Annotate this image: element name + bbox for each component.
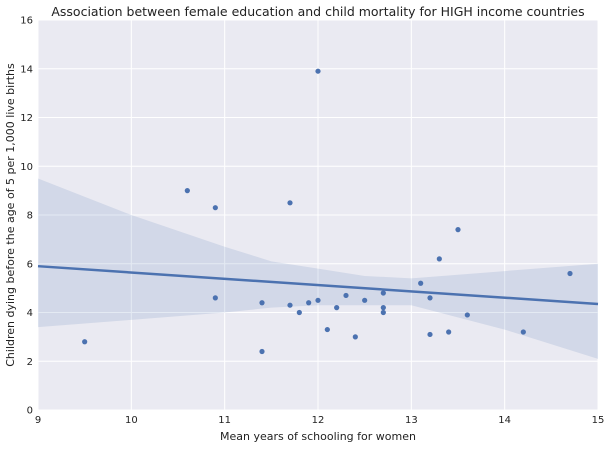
data-points xyxy=(82,68,573,355)
x-tick-label: 10 xyxy=(125,415,138,426)
data-point xyxy=(362,297,368,303)
data-point xyxy=(567,270,573,277)
regression-line-layer xyxy=(37,264,599,306)
data-point xyxy=(259,300,265,306)
x-tick-label: 12 xyxy=(312,415,325,426)
confidence-band xyxy=(38,178,598,359)
y-tick-label: 2 xyxy=(27,357,33,368)
y-axis-ticks: 0 2 4 6 8 10 12 14 16 xyxy=(20,16,33,417)
y-axis-label: Children dying before the age of 5 per 1… xyxy=(4,63,17,367)
x-tick-label: 13 xyxy=(405,415,418,426)
data-point xyxy=(464,312,470,318)
data-point xyxy=(520,329,526,335)
y-tick-label: 8 xyxy=(27,211,33,222)
data-point xyxy=(380,305,386,311)
data-point xyxy=(380,290,386,296)
data-point xyxy=(324,326,330,333)
data-point xyxy=(436,256,442,262)
data-point xyxy=(334,305,340,311)
data-point xyxy=(427,295,433,301)
data-point xyxy=(343,292,349,299)
y-tick-label: 16 xyxy=(20,16,33,27)
x-tick-label: 14 xyxy=(498,415,511,426)
data-point xyxy=(296,309,302,316)
data-point xyxy=(259,348,265,355)
regression-line xyxy=(37,264,599,306)
x-axis-label: Mean years of schooling for women xyxy=(220,430,416,443)
data-point xyxy=(212,295,218,301)
y-tick-label: 10 xyxy=(20,162,33,173)
x-axis-ticks: 9 10 11 12 13 14 15 xyxy=(35,415,605,426)
confidence-band-layer xyxy=(38,178,598,359)
data-point xyxy=(212,205,218,211)
y-tick-label: 12 xyxy=(20,113,33,124)
data-point xyxy=(287,200,293,206)
y-tick-label: 4 xyxy=(27,308,33,319)
data-point xyxy=(352,334,358,340)
data-point xyxy=(418,280,424,286)
data-point xyxy=(184,188,190,194)
y-tick-label: 14 xyxy=(20,64,33,75)
data-point xyxy=(315,68,321,74)
data-point xyxy=(380,309,386,316)
x-tick-label: 15 xyxy=(592,415,605,426)
y-tick-label: 6 xyxy=(27,259,33,270)
data-point xyxy=(427,331,433,338)
y-tick-label: 0 xyxy=(27,406,33,417)
data-point xyxy=(287,302,293,308)
data-point xyxy=(455,227,461,233)
data-point xyxy=(306,300,312,306)
x-tick-label: 11 xyxy=(218,415,231,426)
data-point xyxy=(446,329,452,335)
x-tick-label: 9 xyxy=(35,415,41,426)
data-point xyxy=(82,339,88,345)
chart-title: Association between female education and… xyxy=(51,4,584,19)
data-point xyxy=(315,297,321,303)
